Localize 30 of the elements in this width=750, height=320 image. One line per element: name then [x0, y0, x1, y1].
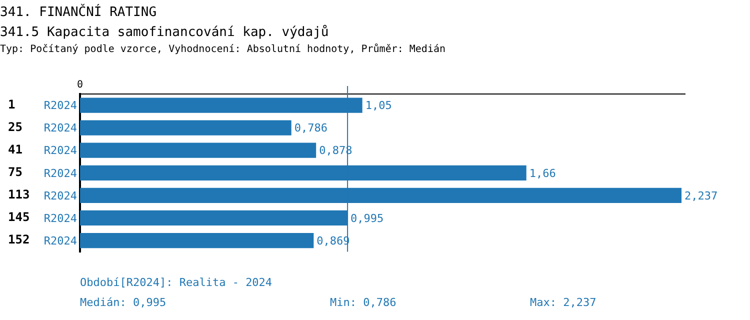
y-tick-label: 113 — [8, 188, 30, 202]
text: R2024 — [44, 166, 77, 180]
bar — [80, 142, 316, 158]
y-tick-label: 1 — [8, 97, 16, 112]
text: Medián: 0,995 — [80, 296, 166, 309]
text: R2024 — [44, 212, 77, 225]
chart-subtitle: 341.5 Kapacita samofinancování kap. výdajů — [0, 24, 329, 42]
data-label: 1,05 — [365, 99, 392, 112]
series-label: R2024 — [44, 99, 78, 112]
y-tick-label: 41 — [8, 142, 22, 156]
bar — [80, 232, 314, 248]
text: Max: 2,237 — [530, 296, 596, 309]
data-label: 2,237 — [684, 189, 718, 202]
text: R2024 — [44, 122, 77, 135]
text: Období[R2024]: Realita - 2024 — [80, 276, 272, 289]
y-tick-label: 145 — [8, 210, 30, 224]
text: R2024 — [44, 234, 77, 248]
y-tick-label: 75 — [8, 165, 22, 180]
text: Min: 0,786 — [330, 296, 396, 309]
text: Typ: Počítaný podle vzorce, Vyhodnocení: Absolutní hodnoty, Průměr: Medián — [0, 44, 446, 55]
chart-title: 341. FINANČNÍ RATING — [0, 2, 157, 22]
data-label: 0,995 — [350, 212, 384, 225]
text: R2024 — [44, 189, 77, 202]
text: R2024 — [44, 144, 77, 158]
y-tick-label: 25 — [8, 120, 22, 134]
data-label: 1,66 — [529, 166, 556, 180]
bar — [80, 120, 292, 136]
data-label: 0,786 — [294, 122, 328, 135]
annotation: 0 — [76, 80, 84, 91]
y-tick-label: 152 — [8, 232, 30, 247]
